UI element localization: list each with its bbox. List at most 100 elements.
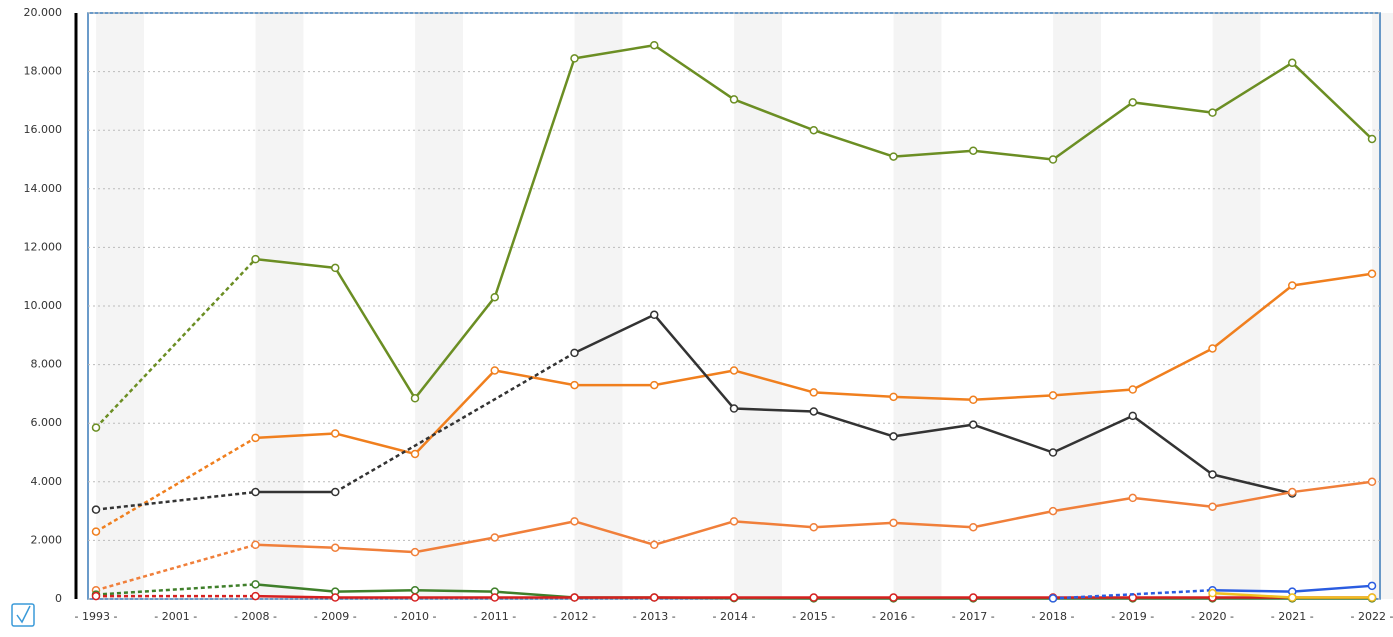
point xyxy=(729,593,739,602)
point xyxy=(969,593,978,602)
point xyxy=(490,292,499,302)
point xyxy=(650,40,659,50)
point xyxy=(251,487,260,497)
point xyxy=(251,591,260,601)
point xyxy=(251,254,260,264)
y-tick-label: 20.000 xyxy=(24,6,63,19)
point xyxy=(969,146,978,155)
y-tick-label: 12.000 xyxy=(24,240,63,253)
point xyxy=(410,394,420,403)
x-tick-label: - 2015 - xyxy=(792,610,835,623)
point xyxy=(331,487,340,497)
point xyxy=(1048,391,1058,400)
gap-connector xyxy=(95,258,257,429)
point xyxy=(251,433,260,443)
point xyxy=(410,449,420,459)
point xyxy=(809,407,818,416)
point xyxy=(889,152,898,161)
point xyxy=(1208,470,1217,479)
point xyxy=(650,310,659,320)
point xyxy=(1208,108,1217,117)
point xyxy=(331,429,340,438)
y-tick-label: 14.000 xyxy=(24,182,63,195)
point xyxy=(410,585,420,595)
point xyxy=(889,518,898,528)
point xyxy=(1208,502,1217,511)
point xyxy=(1367,477,1377,487)
point xyxy=(889,392,898,402)
point xyxy=(650,380,659,390)
x-tick-label: - 2009 - xyxy=(314,610,357,623)
point xyxy=(889,432,898,441)
gap-connector xyxy=(95,436,257,533)
point xyxy=(1288,281,1297,290)
point xyxy=(1288,487,1297,497)
x-tick-label: - 2001 - xyxy=(154,610,197,623)
point xyxy=(1048,594,1058,603)
point xyxy=(729,404,739,413)
gap-connector xyxy=(1052,588,1213,600)
checkbox[interactable] xyxy=(11,603,35,627)
point xyxy=(889,593,898,602)
point xyxy=(1048,155,1058,164)
point xyxy=(1288,593,1297,602)
y-tick-label: 2.000 xyxy=(31,533,63,546)
y-tick-label: 6.000 xyxy=(31,416,63,429)
y-tick-label: 0 xyxy=(55,592,62,605)
x-tick-label: - 2012 - xyxy=(553,610,596,623)
point xyxy=(490,366,499,375)
point xyxy=(1288,58,1297,68)
point xyxy=(91,423,101,432)
point xyxy=(650,540,659,550)
x-tick-label: - 2021 - xyxy=(1271,610,1314,623)
x-tick-label: - 2010 - xyxy=(394,610,437,623)
point xyxy=(331,543,340,552)
point xyxy=(809,593,818,602)
point xyxy=(1208,588,1217,598)
point xyxy=(729,366,739,375)
point xyxy=(969,395,978,405)
point xyxy=(91,505,101,514)
point xyxy=(1128,98,1137,107)
point xyxy=(570,517,579,526)
x-tick-label: - 2011 - xyxy=(473,610,516,623)
y-tick-label: 10.000 xyxy=(24,299,63,312)
point xyxy=(570,380,579,390)
x-tick-label: - 2019 - xyxy=(1111,610,1154,623)
point xyxy=(969,420,978,429)
point xyxy=(570,348,579,358)
point xyxy=(331,263,340,273)
x-tick-label: - 2014 - xyxy=(713,610,756,623)
y-tick-label: 8.000 xyxy=(31,358,63,371)
point xyxy=(1208,344,1217,353)
point xyxy=(331,593,340,602)
point xyxy=(91,591,101,601)
point xyxy=(91,527,101,536)
y-tick-label: 18.000 xyxy=(24,65,63,78)
point xyxy=(1367,134,1377,144)
checkbox-tick xyxy=(16,605,31,624)
x-tick-label: - 2016 - xyxy=(872,610,915,623)
point xyxy=(1367,593,1377,602)
point xyxy=(1128,493,1137,503)
y-tick-label: 16.000 xyxy=(24,123,63,136)
point xyxy=(251,540,260,550)
gap-connector xyxy=(95,583,256,596)
point xyxy=(1048,448,1058,457)
point xyxy=(809,125,818,135)
x-tick-label: - 1993 - xyxy=(75,610,118,623)
y-tick-label: 4.000 xyxy=(31,475,63,488)
point xyxy=(969,522,978,532)
point xyxy=(490,533,499,542)
point xyxy=(1048,506,1058,516)
x-tick-label: - 2017 - xyxy=(952,610,995,623)
x-tick-label: - 2018 - xyxy=(1032,610,1075,623)
point xyxy=(809,388,818,397)
point xyxy=(570,54,579,63)
point xyxy=(809,522,818,532)
point xyxy=(1367,269,1377,279)
point xyxy=(1128,411,1137,421)
x-tick-label: - 2008 - xyxy=(234,610,277,623)
point xyxy=(490,593,499,602)
